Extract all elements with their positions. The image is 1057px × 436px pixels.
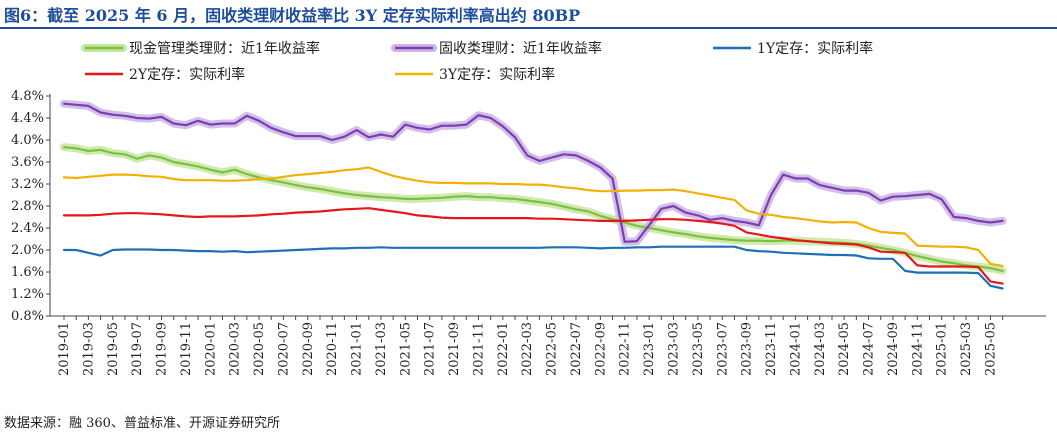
x-tick-label: 2019-03	[81, 322, 96, 376]
x-tick-label: 2024-11	[910, 322, 925, 376]
y-tick-label: 4.4%	[11, 111, 44, 126]
x-tick-label: 2023-03	[667, 322, 682, 376]
x-tick-label: 2022-11	[618, 322, 633, 376]
x-tick-label: 2021-03	[374, 322, 389, 376]
x-tick-label: 2021-09	[447, 322, 462, 376]
y-tick-label: 2.0%	[11, 243, 44, 258]
y-tick-label: 1.6%	[11, 265, 44, 280]
y-tick-label: 1.2%	[11, 287, 44, 302]
x-tick-label: 2022-05	[545, 322, 560, 376]
x-tick-label: 2019-07	[130, 322, 145, 376]
x-tick-label: 2021-01	[350, 322, 365, 376]
x-tick-label: 2023-11	[764, 322, 779, 376]
x-tick-label: 2019-09	[155, 322, 170, 376]
x-tick-label: 2022-09	[593, 322, 608, 376]
legend-label: 3Y定存：实际利率	[439, 66, 555, 83]
x-tick-label: 2020-05	[252, 322, 267, 376]
y-tick-label: 2.4%	[11, 221, 44, 236]
legend-label: 1Y定存：实际利率	[757, 40, 873, 57]
y-tick-label: 4.8%	[11, 89, 44, 104]
x-tick-label: 2022-01	[496, 322, 511, 376]
x-tick-label: 2021-07	[423, 322, 438, 376]
x-tick-label: 2020-07	[276, 322, 291, 376]
series-lines	[62, 102, 1004, 290]
x-tick-label: 2021-11	[471, 322, 486, 376]
x-tick-label: 2020-01	[203, 322, 218, 376]
x-tick-label: 2020-09	[301, 322, 316, 376]
x-tick-label: 2025-01	[935, 322, 950, 376]
x-tick-label: 2023-09	[740, 322, 755, 376]
series-line-1	[62, 102, 1004, 243]
legend-label: 现金管理类理财：近1年收益率	[129, 40, 320, 57]
x-tick-label: 2024-09	[886, 322, 901, 376]
x-tick-label: 2019-11	[179, 322, 194, 376]
y-tick-label: 4.0%	[11, 133, 44, 148]
x-tick-label: 2021-05	[398, 322, 413, 376]
y-tick-label: 0.8%	[11, 309, 44, 324]
series-line-3	[62, 207, 1004, 285]
x-tick-label: 2022-03	[520, 322, 535, 376]
y-tick-label: 3.6%	[11, 155, 44, 170]
x-tick-label: 2023-07	[715, 322, 730, 376]
x-tick-label: 2019-05	[106, 322, 121, 376]
x-tick-label: 2025-03	[959, 322, 974, 376]
x-tick-label: 2020-03	[228, 322, 243, 376]
y-tick-label: 3.2%	[11, 177, 44, 192]
x-tick-label: 2024-01	[788, 322, 803, 376]
source-note: 数据来源：融 360、普益标准、开源证券研究所	[4, 416, 280, 431]
series-line-2	[62, 245, 1004, 290]
x-tick-label: 2024-07	[862, 322, 877, 376]
chart-legend: 现金管理类理财：近1年收益率 固收类理财：近1年收益率 1Y定存：实际利率 2Y定存：…	[81, 40, 873, 83]
series-glow-1	[60, 99, 1007, 246]
series-glow-0	[60, 143, 1007, 275]
x-tick-label: 2023-05	[691, 322, 706, 376]
chart-axes: 4.8% 4.4% 4.0% 3.6% 3.2% 2.8% 2.4% 2.0% 1.6% 1.2%…	[11, 89, 1046, 376]
x-tick-label: 2020-11	[325, 322, 340, 376]
title-rule	[0, 27, 1057, 29]
y-tick-label: 2.8%	[11, 199, 44, 214]
chart-title: 图6：截至 2025 年 6 月，固收类理财收益率比 3Y 定存实际利率高出约 …	[4, 6, 581, 25]
x-tick-label: 2024-03	[813, 322, 828, 376]
x-tick-label: 2025-05	[983, 322, 998, 376]
x-tick-label: 2019-01	[57, 322, 72, 376]
legend-label: 固收类理财：近1年收益率	[439, 40, 602, 57]
legend-label: 2Y定存：实际利率	[129, 66, 245, 83]
x-tick-label: 2023-01	[642, 322, 657, 376]
x-tick-label: 2022-07	[569, 322, 584, 376]
x-tick-label: 2024-05	[837, 322, 852, 376]
series-line-4	[62, 166, 1004, 267]
